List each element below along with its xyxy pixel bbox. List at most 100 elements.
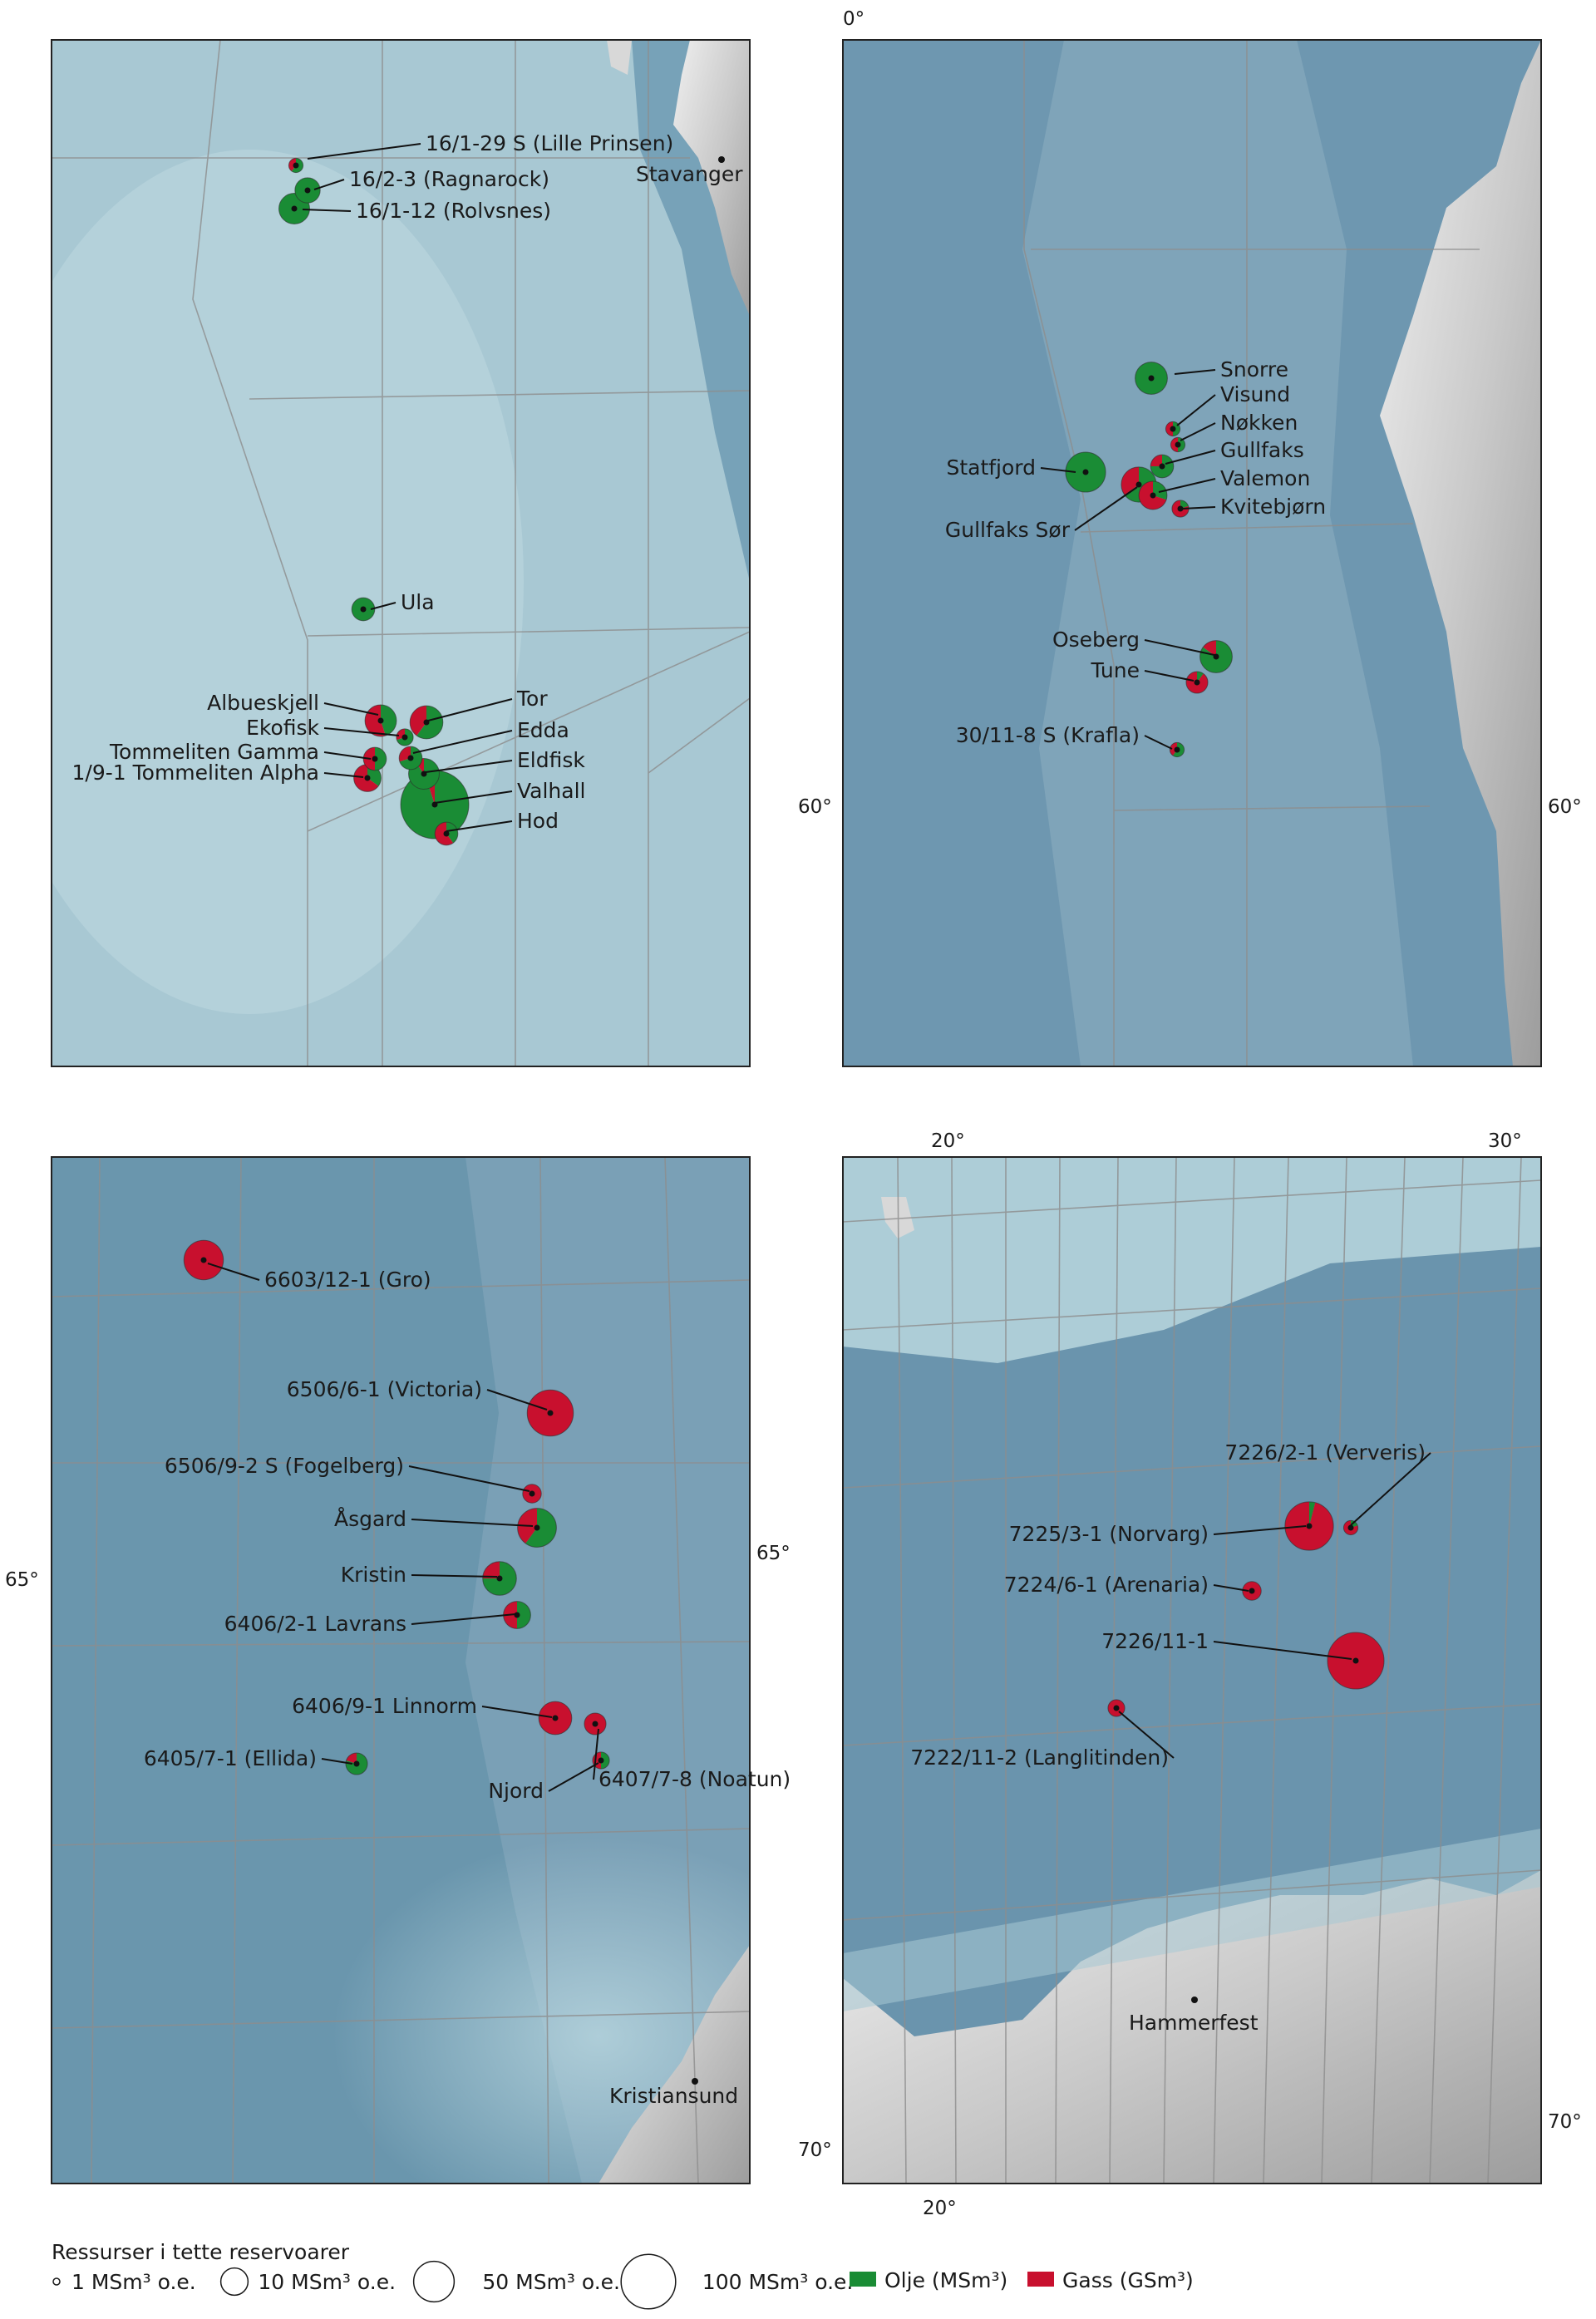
field-bubble: [482, 1561, 517, 1596]
panel-southern-north-sea: [52, 40, 750, 1066]
field-location-dot: [421, 771, 427, 777]
gas-share: [1150, 455, 1162, 466]
field-location-dot: [1213, 653, 1219, 660]
legend-oil-swatch: [850, 2272, 876, 2287]
gas-share: [1170, 742, 1177, 756]
field-location-dot: [598, 1757, 604, 1764]
field-label: Tommeliten Gamma: [109, 740, 319, 764]
field-bubble: [288, 157, 304, 174]
label-leader: [446, 820, 513, 832]
panel-frame: [842, 39, 1542, 1067]
field-label: 7222/11-2 (Langlitinden): [910, 1745, 1169, 1770]
field-bubble: [538, 1701, 573, 1736]
field-label: Valemon: [1220, 466, 1310, 490]
field-location-dot: [377, 717, 384, 724]
field-location-dot: [353, 1760, 360, 1767]
bubble-outline: [526, 1389, 574, 1437]
field-location-dot: [1175, 441, 1181, 448]
field-label: 16/1-12 (Rolvsnes): [356, 199, 551, 223]
field-location-dot: [592, 1721, 598, 1727]
field-bubble: [1169, 741, 1185, 758]
bubble-outline: [1150, 454, 1175, 479]
field-location-dot: [1306, 1523, 1313, 1529]
legend-gas-label: Gass (GSm³): [1062, 2268, 1194, 2292]
label-leader: [207, 1263, 260, 1281]
label-leader: [370, 602, 397, 610]
label-leader: [1144, 670, 1195, 682]
field-bubble: [1170, 436, 1186, 453]
label-leader: [481, 1706, 553, 1718]
field-bubble: [1171, 500, 1190, 518]
label-leader: [425, 760, 513, 773]
label-leader: [1174, 369, 1216, 375]
field-label: Valhall: [517, 779, 585, 803]
label-leader: [1144, 639, 1215, 656]
field-location-dot: [1174, 746, 1180, 753]
lon-label-20-bottom: 20°: [923, 2198, 957, 2219]
field-location-dot: [547, 1410, 554, 1416]
bubble-outline: [288, 157, 304, 174]
bubble-outline: [351, 597, 376, 622]
legend-size-label: 10 MSm³ o.e.: [258, 2270, 396, 2294]
field-location-dot: [1170, 426, 1176, 432]
gas-share: [410, 706, 426, 736]
fields-barents-sea: 7226/2-1 (Ververis) 7225/3-1 (Norvarg) 722…: [910, 1440, 1431, 1770]
field-label: 6406/2-1 Lavrans: [224, 1612, 406, 1636]
field-bubble: [1138, 480, 1168, 510]
oil-share: [446, 822, 458, 844]
field-label: Ula: [401, 590, 435, 614]
label-leader: [313, 179, 345, 190]
field-label: 6603/12-1 (Gro): [264, 1268, 431, 1292]
label-leader: [427, 698, 513, 721]
oil-share: [416, 706, 443, 739]
oil-share: [601, 1751, 610, 1770]
field-bubble: [1242, 1581, 1262, 1601]
field-location-dot: [293, 162, 299, 169]
label-leader: [412, 730, 513, 754]
label-leader: [323, 751, 372, 760]
gas-share: [1170, 437, 1178, 452]
land-finnmark: [843, 1870, 1541, 2184]
field-bubble: [522, 1484, 542, 1504]
field-label: Edda: [517, 718, 569, 742]
lon-label-30-top: 30°: [1488, 1130, 1522, 1152]
field-label: 16/2-3 (Ragnarock): [349, 167, 549, 191]
legend-size-label: 100 MSm³ o.e.: [702, 2270, 854, 2294]
label-leader: [411, 1519, 534, 1527]
bubble-outline: [408, 758, 440, 790]
field-label: Åsgard: [334, 1507, 406, 1531]
label-leader: [434, 790, 513, 804]
lat-label-60-left: 60°: [798, 796, 832, 818]
lat-label-70-right: 70°: [1548, 2111, 1582, 2133]
bubble-outline: [1065, 451, 1106, 493]
field-location-dot: [1135, 481, 1142, 488]
bubble-outline: [1138, 480, 1168, 510]
label-leader: [486, 1389, 548, 1411]
legend-size-circle: [412, 2260, 456, 2303]
field-location-dot: [552, 1715, 559, 1721]
lon-label-0: 0°: [843, 8, 864, 30]
legend-size-circle: [52, 2277, 61, 2286]
bubble-outline: [345, 1752, 368, 1775]
bubble-outline: [1165, 421, 1181, 437]
label-leader: [408, 1465, 530, 1492]
bubble-outline: [1135, 362, 1168, 395]
field-label: Nøkken: [1220, 411, 1298, 435]
bubble-outline: [1342, 1519, 1359, 1536]
field-label: 7226/11-1: [1101, 1629, 1209, 1653]
field-location-dot: [200, 1257, 207, 1263]
bubble-outline: [398, 746, 423, 771]
label-leader: [1040, 467, 1076, 473]
field-location-dot: [423, 719, 430, 726]
lat-label-65-right: 65°: [756, 1543, 791, 1564]
field-location-dot: [443, 830, 450, 837]
field-label: Visund: [1220, 382, 1290, 406]
label-leader: [593, 1728, 599, 1780]
label-leader: [321, 1758, 353, 1765]
label-leader: [411, 1613, 516, 1625]
field-location-dot: [401, 734, 408, 741]
field-label: Hod: [517, 809, 559, 833]
block-grid: [52, 40, 750, 1066]
field-label: 6406/9-1 Linnorm: [292, 1694, 477, 1718]
